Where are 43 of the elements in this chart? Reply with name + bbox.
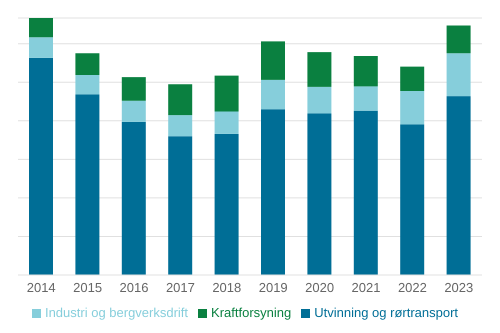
bar bbox=[75, 75, 100, 94]
bar bbox=[354, 86, 378, 111]
bar bbox=[122, 100, 146, 122]
bar bbox=[261, 109, 285, 275]
bar bbox=[29, 18, 53, 38]
bar bbox=[446, 53, 471, 96]
bar bbox=[168, 136, 192, 275]
x-tick-label: 2019 bbox=[258, 280, 288, 296]
x-tick-label: 2018 bbox=[212, 280, 242, 296]
x-tick-label: 2023 bbox=[444, 280, 474, 296]
bar bbox=[354, 110, 378, 275]
bar bbox=[261, 41, 285, 80]
bar bbox=[307, 113, 332, 275]
x-tick-label: 2021 bbox=[352, 280, 380, 296]
bar bbox=[307, 52, 332, 87]
bar bbox=[400, 124, 424, 275]
bar bbox=[168, 115, 192, 136]
legend-label: Kraftforsyning bbox=[211, 305, 292, 320]
bar bbox=[354, 56, 378, 86]
bar bbox=[214, 112, 239, 134]
bar bbox=[307, 86, 332, 114]
bar bbox=[214, 134, 239, 275]
legend-label: Industri og bergverksdrift bbox=[44, 305, 188, 320]
bar bbox=[446, 96, 471, 275]
x-tick-label: 2016 bbox=[120, 280, 148, 296]
legend-label: Utvinning og rørtransport bbox=[314, 305, 458, 320]
bar bbox=[400, 66, 424, 91]
x-tick-label: 2014 bbox=[26, 280, 56, 296]
bar bbox=[29, 37, 53, 58]
bar bbox=[446, 25, 471, 54]
bar bbox=[122, 77, 146, 101]
bar bbox=[75, 53, 100, 76]
x-tick-label: 2017 bbox=[166, 280, 195, 296]
bar bbox=[400, 90, 424, 124]
bar bbox=[261, 80, 285, 110]
x-tick-label: 2015 bbox=[73, 280, 102, 296]
bar bbox=[29, 58, 53, 275]
bar bbox=[75, 94, 100, 275]
x-tick-label: 2020 bbox=[305, 280, 334, 296]
bar bbox=[122, 122, 146, 275]
bar bbox=[168, 84, 192, 116]
bar bbox=[214, 76, 239, 112]
x-tick-label: 2022 bbox=[398, 280, 427, 296]
